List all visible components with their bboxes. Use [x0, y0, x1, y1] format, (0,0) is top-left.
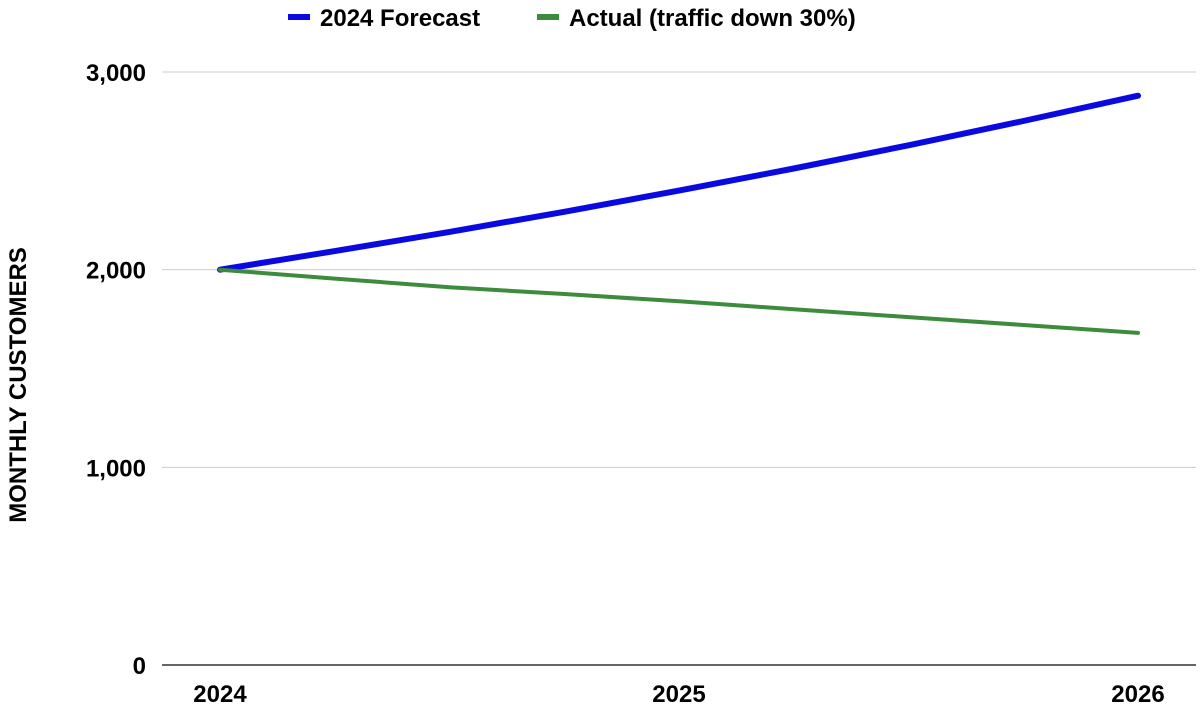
y-tick-label: 2,000 [86, 258, 146, 285]
legend-label-actual: Actual (traffic down 30%) [569, 5, 856, 32]
y-tick-label: 0 [133, 653, 146, 680]
legend: 2024 Forecast Actual (traffic down 30%) [288, 5, 856, 32]
series-lines [217, 92, 1141, 335]
x-tick-label: 2025 [652, 681, 705, 708]
legend-label-forecast: 2024 Forecast [320, 5, 480, 32]
x-tick-label: 2026 [1111, 681, 1164, 708]
y-tick-label: 1,000 [86, 455, 146, 482]
series-line-forecast [217, 92, 1141, 273]
x-tick-label: 2024 [193, 681, 247, 708]
legend-item-forecast[interactable]: 2024 Forecast [288, 5, 480, 32]
gridlines [162, 71, 1196, 666]
y-axis-title: MONTHLY CUSTOMERS [5, 247, 32, 523]
legend-item-actual[interactable]: Actual (traffic down 30%) [537, 5, 856, 32]
y-tick-label: 3,000 [86, 60, 146, 87]
x-axis-ticks: 2024 2025 2026 [193, 681, 1164, 708]
series-line-actual [218, 267, 1140, 335]
y-axis-ticks: 0 1,000 2,000 3,000 [86, 60, 146, 680]
